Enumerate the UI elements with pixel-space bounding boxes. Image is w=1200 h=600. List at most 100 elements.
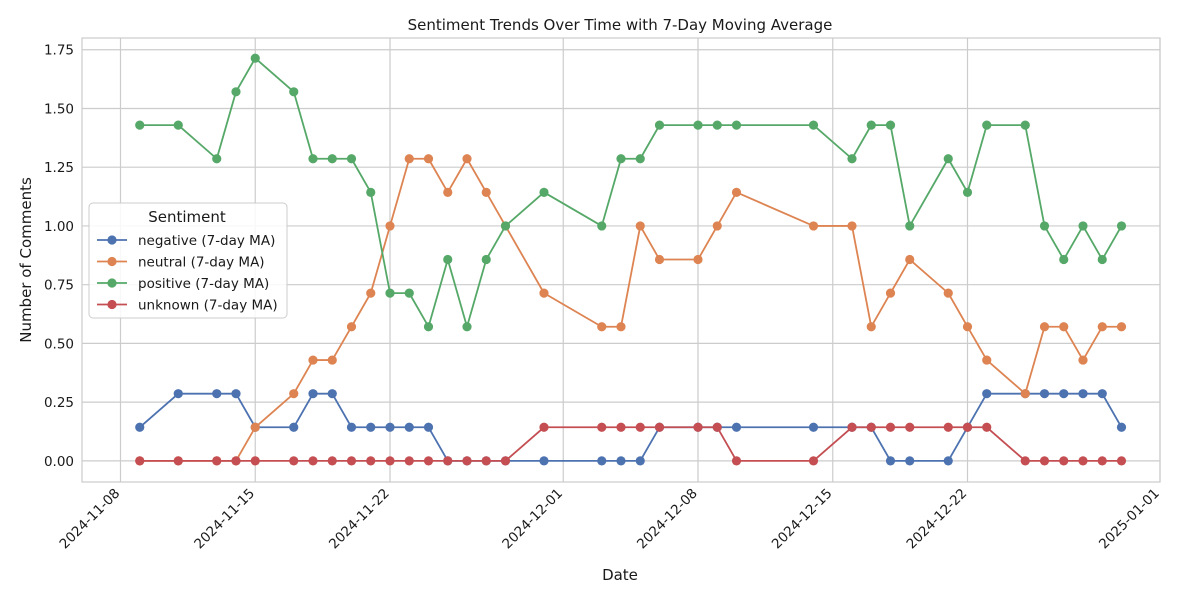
series-layer <box>135 53 1127 466</box>
legend-label: positive (7-day MA) <box>138 276 269 292</box>
data-point-neutral <box>327 355 337 365</box>
series-neutral <box>135 154 1127 466</box>
legend-marker <box>107 256 117 267</box>
data-point-unknown <box>212 456 222 466</box>
data-point-unknown <box>731 456 742 466</box>
data-point-neutral <box>693 254 703 265</box>
data-point-unknown <box>443 456 453 466</box>
grid <box>82 38 1161 482</box>
legend-label: negative (7-day MA) <box>138 233 275 249</box>
data-point-neutral <box>404 154 414 164</box>
data-point-positive <box>539 187 549 197</box>
y-tick-label: 0.25 <box>44 395 74 411</box>
y-axis-label: Number of Comments <box>17 177 35 343</box>
legend-item-negative: negative (7-day MA) <box>97 233 275 249</box>
data-point-neutral <box>462 154 472 164</box>
data-point-neutral <box>731 187 742 197</box>
data-point-unknown <box>808 456 819 466</box>
data-point-positive <box>616 154 626 164</box>
y-tick-label: 0.75 <box>44 278 74 294</box>
data-point-negative <box>885 456 896 466</box>
data-point-negative <box>308 389 318 399</box>
legend-label: neutral (7-day MA) <box>138 255 265 271</box>
data-point-positive <box>385 288 395 298</box>
data-point-positive <box>500 221 511 231</box>
data-point-unknown <box>173 456 183 466</box>
data-point-positive <box>693 120 703 130</box>
data-point-negative <box>982 389 992 399</box>
data-point-positive <box>462 322 472 332</box>
data-point-positive <box>250 53 260 63</box>
legend-label: unknown (7-day MA) <box>138 298 278 314</box>
data-point-positive <box>885 120 896 130</box>
data-point-positive <box>905 221 915 231</box>
data-point-negative <box>366 422 376 432</box>
data-point-negative <box>1116 422 1127 432</box>
data-point-unknown <box>616 422 626 432</box>
data-point-negative <box>731 422 742 432</box>
data-point-unknown <box>943 422 953 432</box>
data-point-negative <box>231 389 241 399</box>
data-point-negative <box>597 456 607 466</box>
y-tick-label: 1.75 <box>44 43 74 59</box>
data-point-neutral <box>943 288 953 298</box>
data-point-unknown <box>404 456 414 466</box>
data-point-negative <box>404 422 414 432</box>
data-point-neutral <box>1116 322 1127 332</box>
data-point-negative <box>173 389 183 399</box>
data-point-positive <box>443 254 453 265</box>
data-point-neutral <box>597 322 607 332</box>
data-point-positive <box>712 120 722 130</box>
data-point-unknown <box>1078 456 1088 466</box>
data-point-unknown <box>385 456 395 466</box>
data-point-negative <box>808 422 819 432</box>
data-point-neutral <box>847 221 857 231</box>
data-point-unknown <box>1116 456 1127 466</box>
data-point-unknown <box>885 422 896 432</box>
data-point-positive <box>1078 221 1088 231</box>
data-point-positive <box>212 154 222 164</box>
data-point-positive <box>346 154 357 164</box>
data-point-negative <box>539 456 549 466</box>
data-point-positive <box>289 87 299 97</box>
data-point-unknown <box>366 456 376 466</box>
data-point-unknown <box>905 422 915 432</box>
data-point-positive <box>1059 254 1069 265</box>
data-point-neutral <box>308 355 318 365</box>
data-point-positive <box>847 154 857 164</box>
data-point-unknown <box>308 456 318 466</box>
legend-box <box>88 202 288 319</box>
data-point-positive <box>327 154 337 164</box>
data-point-unknown <box>423 456 434 466</box>
series-unknown <box>135 422 1127 466</box>
data-point-positive <box>635 154 645 164</box>
data-point-positive <box>808 120 819 130</box>
data-point-negative <box>1078 389 1088 399</box>
data-point-neutral <box>539 288 549 298</box>
data-point-neutral <box>635 221 645 231</box>
data-point-negative <box>135 422 145 432</box>
data-point-neutral <box>654 254 665 265</box>
data-point-positive <box>1039 221 1050 231</box>
data-point-negative <box>1097 389 1107 399</box>
data-point-unknown <box>1097 456 1107 466</box>
y-tick-label: 1.00 <box>44 219 74 235</box>
data-point-unknown <box>1039 456 1050 466</box>
y-axis-ticks: 0.00 0.25 0.50 0.75 1.00 1.25 1.50 1.75 <box>44 43 74 470</box>
data-point-neutral <box>1078 355 1088 365</box>
data-point-neutral <box>866 322 876 332</box>
data-point-unknown <box>635 422 645 432</box>
data-point-positive <box>597 221 607 231</box>
data-point-unknown <box>1059 456 1069 466</box>
data-point-positive <box>866 120 876 130</box>
data-point-positive <box>1020 120 1030 130</box>
legend-marker <box>107 278 117 288</box>
data-point-negative <box>1039 389 1050 399</box>
y-tick-label: 0.00 <box>44 454 74 470</box>
data-point-neutral <box>1059 322 1069 332</box>
data-point-unknown <box>597 422 607 432</box>
data-point-neutral <box>366 288 376 298</box>
data-point-unknown <box>1020 456 1030 466</box>
data-point-negative <box>635 456 645 466</box>
